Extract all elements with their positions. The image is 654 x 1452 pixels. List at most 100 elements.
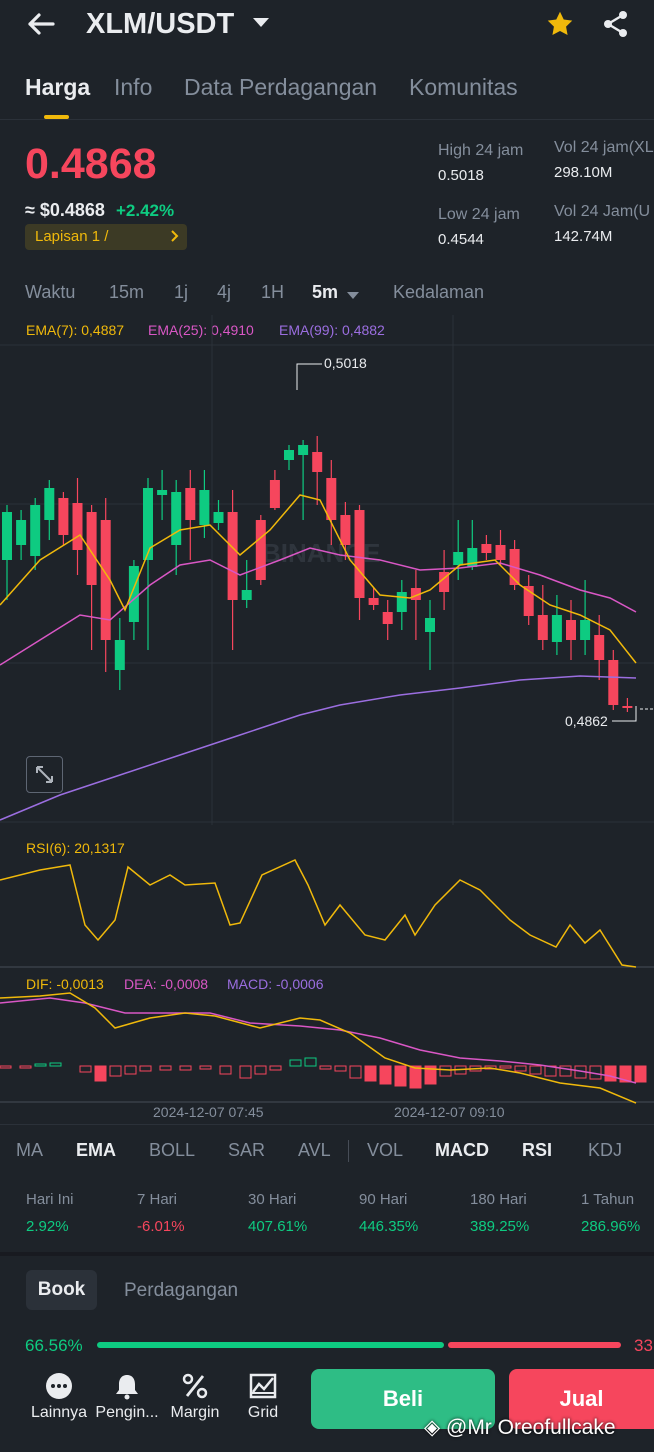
time-label-1: 2024-12-07 07:45 xyxy=(153,1104,264,1120)
vol-usdt-label: Vol 24 Jam(U xyxy=(554,203,651,220)
interval-15m[interactable]: 15m xyxy=(109,282,145,302)
macd-bar xyxy=(409,1065,422,1089)
divider xyxy=(0,119,654,120)
candle xyxy=(44,488,55,520)
price-change: +2.42% xyxy=(115,201,175,220)
tab-info[interactable]: Info xyxy=(114,74,153,100)
candle xyxy=(594,635,605,660)
expand-icon[interactable] xyxy=(26,756,63,793)
candle xyxy=(410,588,421,600)
candle xyxy=(467,548,478,567)
buy-ratio-label: 66.56% xyxy=(25,1336,83,1355)
low-marker-label: 0,4862 xyxy=(565,713,608,729)
candle xyxy=(16,520,27,545)
high-marker-label: 0,5018 xyxy=(324,355,367,371)
ema99-label: EMA(99): 0,4882 xyxy=(279,322,385,338)
ind-tab-vol[interactable]: VOL xyxy=(367,1140,404,1160)
pair-title[interactable]: XLM/USDT xyxy=(86,8,235,40)
candle xyxy=(396,592,407,612)
interval-1j[interactable]: 1j xyxy=(174,282,189,302)
interval-4j[interactable]: 4j xyxy=(217,282,232,302)
macd-bar xyxy=(514,1065,527,1072)
candlestick-chart[interactable]: BINANCE 0,5018 0,4862 xyxy=(0,315,654,825)
back-arrow-icon[interactable] xyxy=(26,10,56,38)
macd-bar xyxy=(124,1065,137,1075)
candle xyxy=(213,512,224,523)
margin-button[interactable]: Margin xyxy=(155,1372,235,1422)
candle xyxy=(354,510,365,598)
perf-label-180d: 180 Hari xyxy=(470,1191,527,1208)
perf-value-7d: -6.01% xyxy=(137,1218,185,1235)
chevron-down-icon xyxy=(347,287,359,305)
macd-bar xyxy=(424,1065,437,1085)
chevron-right-icon xyxy=(171,229,179,246)
low-label: Low 24 jam xyxy=(438,206,520,223)
grid-icon xyxy=(223,1372,303,1402)
buy-button[interactable]: Beli xyxy=(311,1369,495,1429)
ema25-label: EMA(25): 0,4910 xyxy=(148,322,254,338)
tab-perdagangan[interactable]: Perdagangan xyxy=(124,1280,239,1301)
macd-bar xyxy=(529,1065,542,1075)
candle xyxy=(537,615,548,640)
section-divider xyxy=(0,1252,654,1256)
macd-bar xyxy=(109,1065,122,1077)
ind-tab-avl[interactable]: AVL xyxy=(298,1140,331,1160)
more-button[interactable]: Lainnya xyxy=(19,1372,99,1422)
tab-harga[interactable]: Harga xyxy=(25,74,91,100)
chevron-down-icon[interactable] xyxy=(252,16,270,34)
layer-badge-label: Lapisan 1 / xyxy=(35,228,109,245)
rsi-label: RSI(6): 20,1317 xyxy=(26,840,125,856)
interval-waktu[interactable]: Waktu xyxy=(25,282,76,302)
star-icon[interactable] xyxy=(546,10,574,43)
tab-komunitas[interactable]: Komunitas xyxy=(409,74,518,100)
ind-tab-sar[interactable]: SAR xyxy=(228,1140,266,1160)
candle xyxy=(58,498,69,535)
interval-1h[interactable]: 1H xyxy=(261,282,285,302)
candle xyxy=(566,620,576,640)
ind-tab-boll[interactable]: BOLL xyxy=(149,1140,196,1160)
buy-label: Beli xyxy=(382,1386,424,1411)
macd-label: MACD: -0,0006 xyxy=(227,976,324,992)
interval-5m[interactable]: 5m xyxy=(312,282,339,302)
perf-value-1y: 286.96% xyxy=(581,1218,641,1235)
macd-bar xyxy=(19,1065,32,1069)
interval-kedalaman[interactable]: Kedalaman xyxy=(393,282,485,302)
macd-bar xyxy=(349,1065,362,1079)
divider xyxy=(348,1140,349,1162)
usd-price: ≈ $0.4868 +2.42% xyxy=(25,200,174,221)
ind-tab-macd[interactable]: MACD xyxy=(435,1140,489,1160)
macd-bar xyxy=(139,1065,152,1072)
ind-tab-kdj[interactable]: KDJ xyxy=(588,1140,623,1160)
sell-button[interactable]: Jual xyxy=(509,1369,654,1429)
perf-value-30d: 407.61% xyxy=(248,1218,308,1235)
more-label: Lainnya xyxy=(30,1404,88,1421)
candle xyxy=(269,480,280,508)
candle xyxy=(284,450,294,460)
watermark-icon: ◈ xyxy=(424,1416,441,1439)
buy-ratio-bar xyxy=(97,1342,444,1348)
high-label: High 24 jam xyxy=(438,142,524,159)
candle xyxy=(453,552,464,565)
alert-button[interactable]: Pengin... xyxy=(87,1372,167,1422)
macd-bar xyxy=(604,1065,617,1082)
candle xyxy=(255,520,266,580)
perf-label-today: Hari Ini xyxy=(26,1191,74,1208)
perf-label-1y: 1 Tahun xyxy=(581,1191,635,1208)
ind-tab-ema[interactable]: EMA xyxy=(76,1140,116,1160)
layer-badge[interactable]: Lapisan 1 / xyxy=(25,224,187,250)
perf-value-180d: 389.25% xyxy=(470,1218,530,1235)
share-icon[interactable] xyxy=(602,10,630,43)
tab-book-label: Book xyxy=(37,1279,86,1300)
alert-label: Pengin... xyxy=(95,1404,159,1421)
candle xyxy=(298,445,309,455)
macd-bar xyxy=(334,1065,347,1072)
ind-tab-ma[interactable]: MA xyxy=(16,1140,43,1160)
candle xyxy=(481,544,492,553)
ind-tab-rsi[interactable]: RSI xyxy=(522,1140,553,1160)
candle xyxy=(86,512,97,585)
tab-book[interactable]: Book xyxy=(26,1270,97,1310)
macd-bar xyxy=(439,1065,452,1077)
macd-bar xyxy=(364,1065,377,1082)
grid-button[interactable]: Grid xyxy=(223,1372,303,1422)
tab-data-perdagangan[interactable]: Data Perdagangan xyxy=(184,74,378,100)
